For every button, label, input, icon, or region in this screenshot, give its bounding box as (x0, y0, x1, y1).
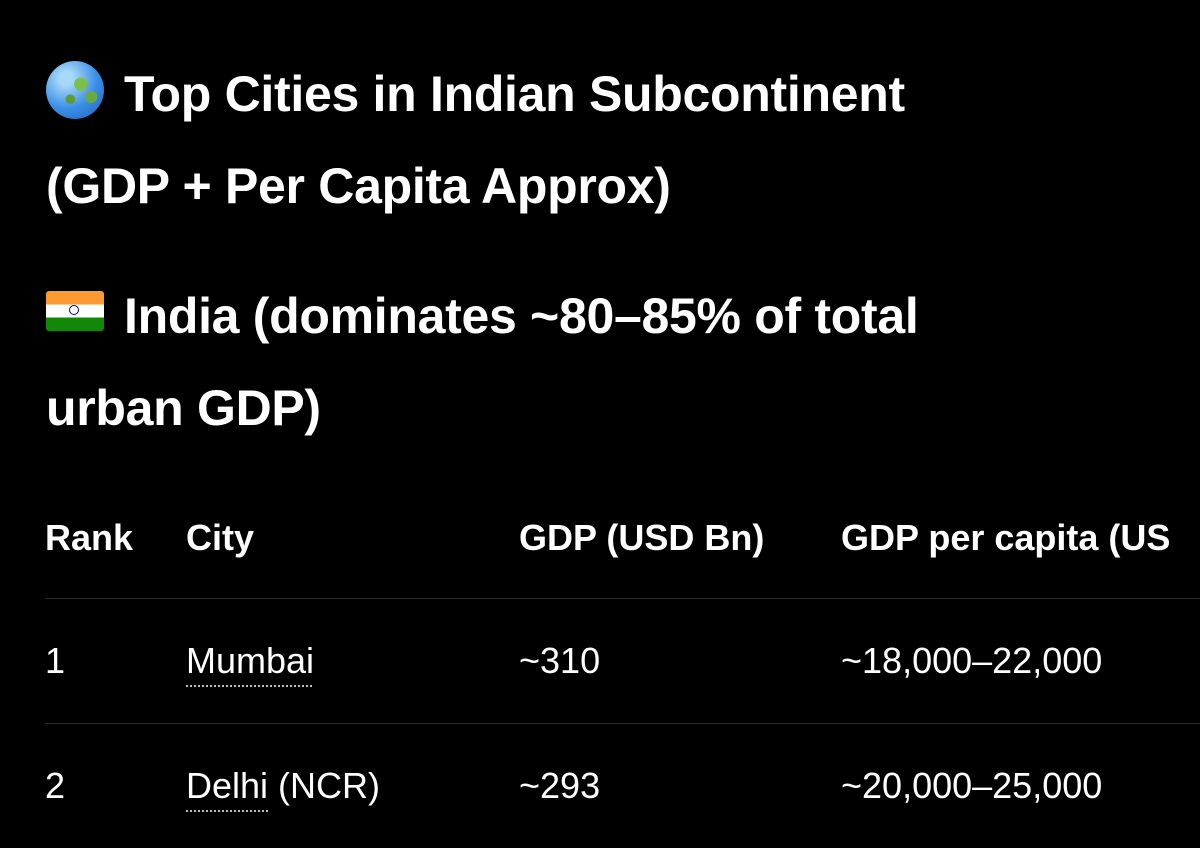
page-title: Top Cities in Indian Subcontinent (GDP +… (46, 48, 905, 232)
column-header-gdp: GDP (USD Bn) (519, 477, 841, 599)
globe-icon (46, 61, 104, 119)
city-link-mumbai[interactable]: Mumbai (186, 640, 314, 681)
column-header-per-capita: GDP per capita (US (841, 477, 1200, 599)
page-title-line2: (GDP + Per Capita Approx) (46, 158, 671, 214)
section-title-line2: urban GDP) (46, 380, 321, 436)
section-title-line1: India (dominates ~80–85% of total (124, 288, 918, 344)
section-title: India (dominates ~80–85% of total urban … (46, 270, 918, 454)
column-header-city: City (186, 477, 519, 599)
table-row: 2 Delhi (NCR) ~293 ~20,000–25,000 (45, 724, 1200, 848)
city-link-delhi[interactable]: Delhi (186, 765, 268, 806)
per-capita-cell: ~18,000–22,000 (841, 599, 1200, 724)
rank-cell: 1 (45, 599, 186, 724)
table-row: 1 Mumbai ~310 ~18,000–22,000 (45, 599, 1200, 724)
city-suffix: (NCR) (268, 765, 380, 806)
gdp-cell: ~293 (519, 724, 841, 848)
per-capita-cell: ~20,000–25,000 (841, 724, 1200, 848)
rank-cell: 2 (45, 724, 186, 848)
gdp-cell: ~310 (519, 599, 841, 724)
city-cell: Delhi (NCR) (186, 724, 519, 848)
column-header-rank: Rank (45, 477, 186, 599)
table-header-row: Rank City GDP (USD Bn) GDP per capita (U… (45, 477, 1200, 599)
india-flag-icon (46, 291, 104, 331)
city-cell: Mumbai (186, 599, 519, 724)
city-gdp-table: Rank City GDP (USD Bn) GDP per capita (U… (45, 477, 1200, 848)
page-title-line1: Top Cities in Indian Subcontinent (124, 66, 905, 122)
